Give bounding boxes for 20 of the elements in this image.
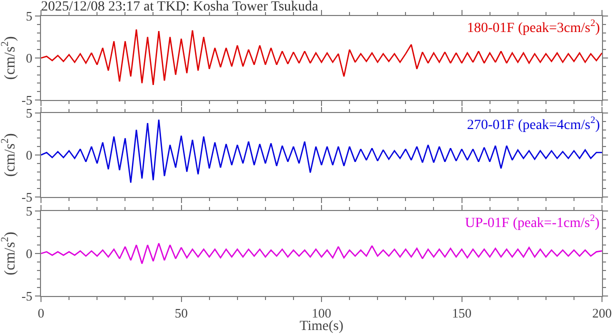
y-tick-label: -5 [22, 288, 32, 304]
x-tick-label: 150 [452, 306, 472, 321]
x-axis-title: Time(s) [300, 319, 344, 334]
y-tick-label: -5 [22, 190, 32, 205]
y-tick-label: 0 [26, 148, 32, 163]
y-tick-label: 5 [26, 106, 32, 121]
x-tick-label: 200 [592, 306, 612, 321]
y-tick-label: 5 [26, 204, 32, 219]
series-label: UP-01F (peak=-1cm/s$^{2}$) [465, 213, 600, 231]
x-tick-label: 0 [38, 306, 44, 321]
y-tick-label: 0 [26, 50, 32, 66]
y-tick-label: 5 [26, 8, 32, 24]
y-tick-label: 0 [26, 246, 32, 262]
y-tick-label: -5 [22, 92, 32, 108]
chart-title: 2025/12/08 23:17 at TKD: Kosha Tower Tsukuda [41, 0, 320, 14]
line-series [41, 242, 602, 264]
series-label: 180-01F (peak=3cm/s$^{2}$) [467, 18, 600, 36]
x-tick-label: 50 [174, 306, 188, 321]
series-label: 270-01F (peak=4cm/s$^{2}$) [467, 115, 600, 133]
x-tick-label: 100 [312, 306, 332, 321]
